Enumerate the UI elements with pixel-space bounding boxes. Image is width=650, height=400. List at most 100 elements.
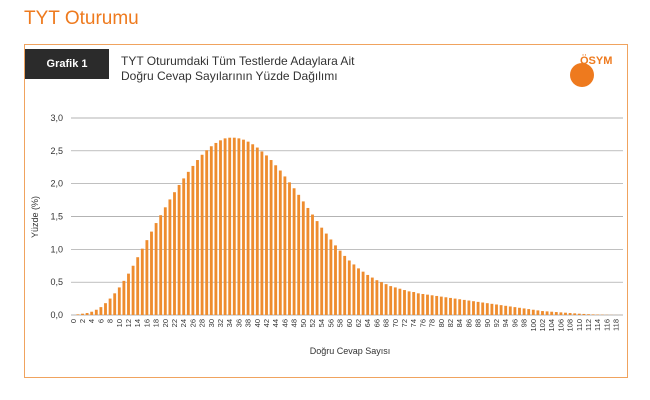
x-tick-label: 70 — [391, 319, 400, 327]
page-title: TYT Oturumu — [24, 8, 139, 29]
bar-chart: 0,00,51,01,52,02,53,0 0 2 4 6 8 10 12 14 16 18 20 2… — [30, 113, 623, 356]
x-tick-label: 28 — [198, 319, 207, 327]
bar — [136, 257, 140, 315]
bar — [458, 299, 462, 315]
bar — [186, 171, 190, 315]
bar — [449, 297, 452, 315]
bar — [485, 303, 489, 315]
bar — [117, 287, 121, 315]
bar — [214, 142, 218, 315]
x-tick-label: 2 — [78, 319, 87, 323]
bar — [472, 301, 475, 315]
bar — [435, 295, 439, 315]
bar — [265, 155, 268, 315]
bar — [495, 304, 498, 315]
bar — [361, 271, 365, 315]
bar — [522, 308, 526, 315]
bar — [508, 306, 512, 315]
x-tick-label: 44 — [271, 319, 280, 327]
y-tick-label: 0,5 — [50, 277, 63, 287]
bar — [421, 293, 425, 315]
x-tick-label: 0 — [69, 319, 78, 323]
bar — [85, 313, 89, 315]
bar — [278, 170, 282, 315]
bar — [389, 286, 393, 315]
bar — [531, 309, 535, 315]
bar — [228, 137, 232, 315]
bar — [481, 302, 485, 315]
x-tick-label: 114 — [593, 319, 602, 331]
x-tick-label: 22 — [170, 319, 179, 327]
bar — [467, 300, 471, 315]
y-tick-label: 2,0 — [50, 179, 63, 189]
bar — [177, 184, 181, 315]
bar — [366, 274, 370, 315]
bar — [587, 314, 590, 315]
y-tick-label: 2,5 — [50, 146, 63, 156]
y-axis-label: Yüzde (%) — [30, 196, 40, 238]
x-tick-label: 98 — [520, 319, 529, 327]
bar — [324, 233, 328, 315]
bar — [131, 265, 135, 315]
bar — [320, 227, 324, 315]
bar — [159, 215, 163, 315]
x-tick-label: 8 — [106, 319, 115, 323]
bar — [352, 264, 356, 315]
bar — [209, 146, 213, 315]
chart-panel: Grafik 1 TYT Oturumdaki Tüm Testlerde Ad… — [24, 44, 628, 378]
x-tick-label: 58 — [336, 319, 345, 327]
x-tick-label: 80 — [437, 319, 446, 327]
y-tick-label: 3,0 — [50, 113, 63, 123]
bar — [564, 312, 567, 315]
osym-logo: ÖSYM — [570, 53, 626, 89]
x-tick-label: 54 — [317, 319, 326, 327]
x-tick-label: 40 — [253, 319, 262, 327]
bar — [453, 298, 457, 315]
x-tick-label: 90 — [483, 319, 492, 327]
bar — [108, 298, 112, 315]
x-tick-label: 116 — [602, 319, 611, 331]
x-tick-label: 18 — [152, 319, 161, 327]
x-tick-label: 94 — [501, 319, 510, 327]
x-tick-label: 12 — [124, 319, 133, 327]
bar — [403, 290, 406, 315]
bar — [513, 307, 517, 315]
bar — [527, 309, 531, 315]
bar — [416, 293, 420, 315]
x-tick-label: 6 — [96, 319, 105, 323]
bar — [81, 313, 84, 315]
bar — [559, 312, 563, 315]
bar — [370, 277, 374, 315]
x-tick-label: 4 — [87, 319, 96, 323]
bar — [205, 150, 209, 315]
bar — [196, 160, 199, 315]
bar — [200, 154, 204, 315]
bar — [260, 151, 264, 315]
bar — [315, 221, 319, 315]
chart-title-line1: TYT Oturumdaki Tüm Testlerde Adaylara Ai… — [121, 54, 355, 68]
x-tick-label: 110 — [575, 319, 584, 331]
x-tick-label: 26 — [188, 319, 197, 327]
x-tick-label: 100 — [529, 319, 538, 332]
bar — [338, 250, 342, 315]
bar — [518, 307, 521, 315]
x-tick-label: 102 — [538, 319, 547, 332]
bar — [306, 207, 310, 315]
x-tick-label: 104 — [547, 319, 556, 332]
logo-text: ÖSYM — [580, 55, 613, 67]
x-tick-label: 76 — [418, 319, 427, 327]
x-tick-label: 46 — [280, 319, 289, 327]
x-tick-label: 30 — [207, 319, 216, 327]
x-tick-label: 48 — [290, 319, 299, 327]
bar — [223, 138, 227, 315]
bar — [541, 311, 544, 315]
bar — [554, 312, 558, 315]
bar — [357, 268, 360, 315]
bar — [393, 287, 397, 315]
bar — [76, 314, 80, 315]
bar — [384, 284, 388, 315]
bar — [255, 147, 259, 315]
logo-circle-icon — [570, 63, 594, 87]
bar — [292, 188, 296, 315]
x-tick-label: 74 — [409, 319, 418, 327]
